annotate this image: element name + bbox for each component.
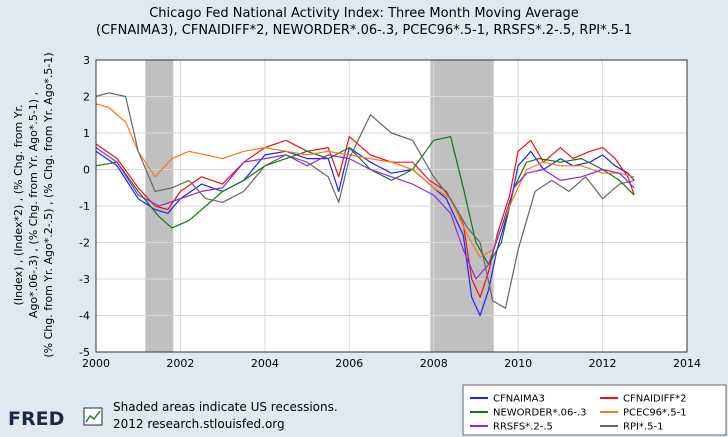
x-tick-label: 2006 <box>335 357 363 370</box>
series-line-6 <box>95 92 635 309</box>
recession-note: Shaded areas indicate US recessions. <box>113 400 338 414</box>
y-tick-label: -4 <box>79 310 90 323</box>
series-line-4 <box>95 103 635 258</box>
fred-graph-icon-line <box>85 410 101 423</box>
fred-logo: FRED <box>8 407 103 430</box>
y-tick-labels: 3 2 1 0 -1 -2 -3 -4 -5 <box>79 54 90 359</box>
legend-label: PCEC96*.5-1 <box>623 408 687 419</box>
fred-logo-text: FRED <box>8 408 64 430</box>
x-tick-label: 2012 <box>589 357 617 370</box>
legend-label: CFNAIDIFF*2 <box>623 394 687 405</box>
y-tick-label: -5 <box>79 346 90 359</box>
y-tick-label: -2 <box>79 237 90 250</box>
y-tick-label: 2 <box>83 91 90 104</box>
legend-label: CFNAIMA3 <box>493 394 545 405</box>
chart-subtitle: (CFNAIMA3), CFNAIDIFF*2, NEWORDER*.06-.3… <box>96 23 632 38</box>
y-axis-label-line-2: Ago*.06-.3) , (% Chg. from Yr. Ago*.5-1)… <box>27 92 40 318</box>
y-axis-label-line-3: (% Chg. from Yr. Ago*.2-.5) , (% Chg. fr… <box>42 52 55 357</box>
x-tick-label: 2004 <box>251 357 279 370</box>
legend-box <box>462 384 727 436</box>
x-tick-labels: 2000 2002 2004 2006 2008 2010 2012 2014 <box>82 357 701 370</box>
fred-graph-icon <box>83 407 103 426</box>
series-line-2 <box>95 136 635 298</box>
y-axis-label-line-1: (Index) , (Index*2) , (% Chg. from Yr. <box>12 105 25 306</box>
y-axis-label: (Index) , (Index*2) , (% Chg. from Yr. A… <box>12 52 55 357</box>
x-tick-label: 2010 <box>504 357 532 370</box>
y-tick-label: 3 <box>83 54 90 67</box>
legend-label: RPI*.5-1 <box>623 422 663 433</box>
chart-title: Chicago Fed National Activity Index: Thr… <box>149 6 579 21</box>
series-line-3 <box>95 136 635 265</box>
x-tick-label: 2014 <box>673 357 701 370</box>
y-tick-label: 1 <box>83 127 90 140</box>
y-tick-label: -3 <box>79 273 90 286</box>
series-line-5 <box>95 147 635 280</box>
legend-label: NEWORDER*.06-.3 <box>493 408 587 419</box>
x-tick-label: 2002 <box>166 357 194 370</box>
x-tick-label: 2008 <box>420 357 448 370</box>
legend-label: RRSFS*.2-.5 <box>493 422 553 433</box>
y-tick-label: 0 <box>83 164 90 177</box>
plot-border <box>95 59 688 353</box>
y-tick-label: -1 <box>79 200 90 213</box>
series-lines <box>95 92 635 317</box>
source-note: 2012 research.stlouisfed.org <box>113 417 285 431</box>
x-tick-label: 2000 <box>82 357 110 370</box>
legend: CFNAIMA3 CFNAIDIFF*2 NEWORDER*.06-.3 PCEC96… <box>470 394 687 433</box>
